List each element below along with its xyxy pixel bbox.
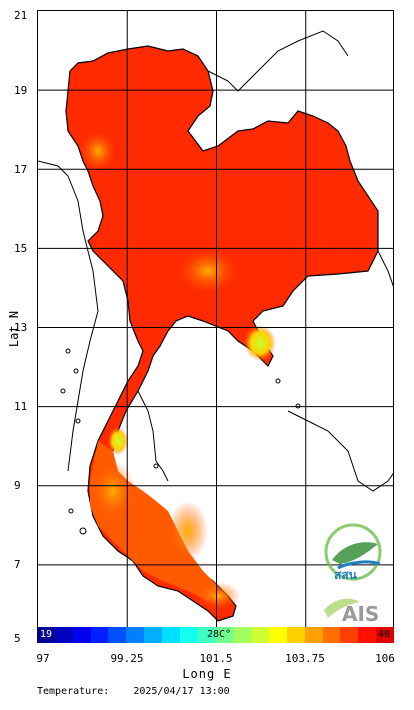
colorbar-swatch [322, 627, 341, 643]
lat-tick: 11 [14, 400, 28, 413]
colorbar-swatch [251, 627, 269, 643]
colorbar-swatch [340, 627, 359, 643]
colorbar-swatch [37, 627, 55, 643]
ais-logo [324, 598, 360, 618]
colorbar-swatch [126, 627, 145, 643]
ais-logo-text: AIS [342, 602, 380, 626]
colorbar-max-label: 40 [378, 629, 391, 640]
colorbar-swatch [54, 627, 73, 643]
colorbar-swatch [90, 627, 109, 643]
colorbar-swatch [179, 627, 198, 643]
colorbar-mid-label: 28C° [207, 629, 232, 640]
colorbar-swatch [233, 627, 252, 643]
colorbar-swatch [268, 627, 287, 643]
colorbar-swatch [304, 627, 323, 643]
lon-tick: 101.5 [199, 652, 233, 665]
colorbar-swatch [197, 627, 216, 643]
y-axis-label: Lat N [7, 310, 21, 348]
colorbar-swatch [286, 627, 305, 643]
colorbar-min-label: 19 [40, 629, 53, 640]
footer-timestamp: 2025/04/17 13:00 [133, 686, 230, 697]
temperature-colorbar [37, 627, 394, 643]
lon-tick: 97 [36, 652, 50, 665]
map-frame [37, 10, 394, 643]
lon-tick: 103.75 [285, 652, 325, 665]
lon-tick: 99.25 [110, 652, 144, 665]
x-axis-label: Long E [182, 667, 232, 681]
hii-logo-text: สสน [334, 568, 357, 582]
lat-tick: 13 [14, 321, 28, 334]
colorbar-swatch [358, 627, 377, 643]
footer-label: Temperature: [37, 686, 110, 697]
lat-tick: 21 [14, 9, 28, 22]
colorbar-swatch [215, 627, 234, 643]
colorbar-swatch [376, 627, 394, 643]
hii-logo [324, 523, 382, 581]
temperature-map [38, 11, 393, 642]
lat-tick: 17 [14, 163, 28, 176]
lat-tick: 9 [14, 479, 21, 492]
lat-tick: 5 [14, 632, 21, 645]
lon-tick: 106 [375, 652, 395, 665]
colorbar-swatch [72, 627, 91, 643]
lat-tick: 19 [14, 84, 28, 97]
map-grid [38, 11, 393, 642]
lat-tick: 15 [14, 242, 28, 255]
lat-tick: 7 [14, 558, 21, 571]
colorbar-swatch [161, 627, 180, 643]
footer-caption: Temperature: 2025/04/17 13:00 [37, 686, 230, 697]
colorbar-swatch [108, 627, 127, 643]
colorbar-swatch [144, 627, 162, 643]
